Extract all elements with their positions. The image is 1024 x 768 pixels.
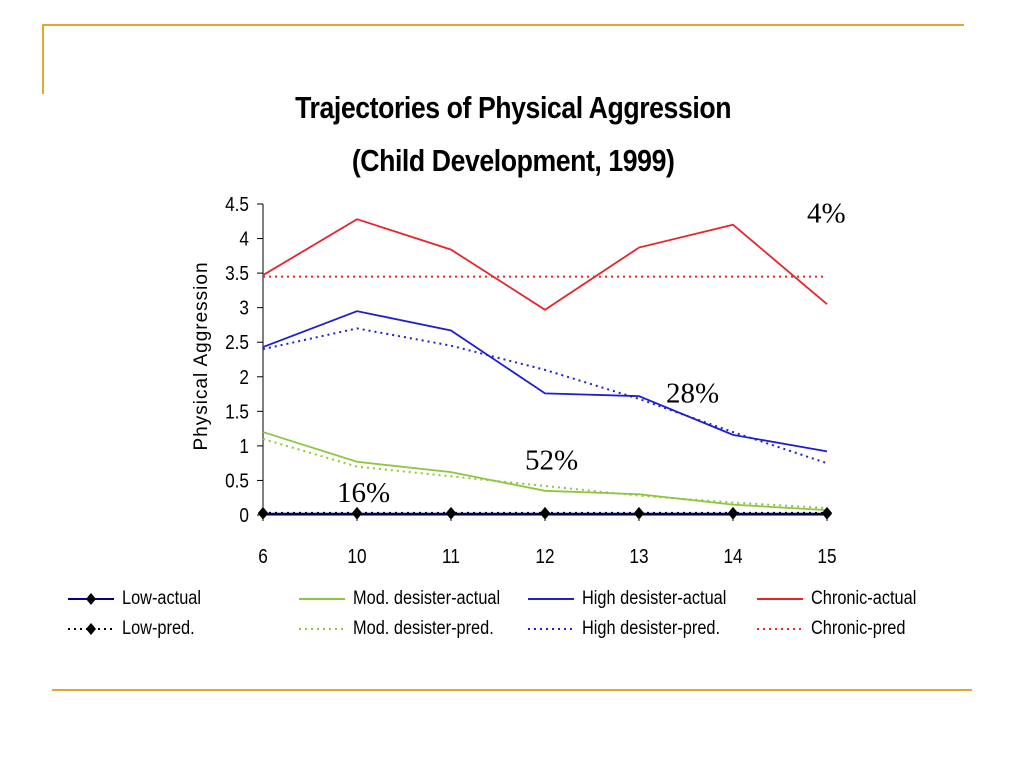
- legend-item-high-desister-pred: High desister-pred.: [526, 618, 743, 640]
- series-line-mod-desister-actual: [262, 431, 828, 512]
- annotation-label: 28%: [666, 378, 719, 410]
- data-point-low-actual: [822, 507, 832, 520]
- legend-label-low-pred: Low-pred.: [122, 618, 195, 639]
- x-tick-label: 11: [442, 545, 460, 568]
- series-line-high-desister-pred: [262, 327, 828, 465]
- y-tick-label: 2: [239, 366, 249, 389]
- legend-label-high-desister-pred: High desister-pred.: [582, 618, 721, 639]
- frame-top-rule: [42, 24, 964, 26]
- legend-label-low-actual: Low-actual: [122, 588, 202, 609]
- x-tick-label: 6: [258, 545, 268, 568]
- y-tick-label: 4.5: [225, 193, 249, 216]
- legend-label-chronic-actual: Chronic-actual: [811, 588, 917, 609]
- data-point-low-actual: [634, 507, 644, 520]
- x-tick-label: 15: [817, 545, 836, 568]
- legend-swatch-marker: [86, 623, 96, 635]
- legend-swatch-mod-desister-pred: [299, 628, 345, 630]
- chart-legend: Low-actual Low-pred. Mod. desister-actua…: [60, 588, 980, 648]
- legend-item-chronic-pred: Chronic-pred: [755, 618, 921, 640]
- chart-title: Trajectories of Physical Aggression: [295, 90, 732, 125]
- series-line-mod-desister-pred: [262, 438, 828, 510]
- y-tick-label: 0.5: [225, 469, 249, 492]
- data-point-low-actual: [352, 507, 362, 520]
- y-tick-label: 1.5: [225, 400, 249, 423]
- legend-swatch-chronic-actual: [757, 598, 803, 600]
- legend-item-mod-desister-actual: Mod. desister-actual: [297, 588, 524, 610]
- data-point-low-actual: [728, 507, 738, 520]
- legend-item-mod-desister-pred: Mod. desister-pred.: [297, 618, 517, 640]
- x-tick-label: 13: [629, 545, 648, 568]
- x-tick-label: 14: [723, 545, 742, 568]
- legend-swatch-low-actual: [68, 593, 114, 605]
- x-tick-label: 10: [347, 545, 366, 568]
- legend-item-high-desister-actual: High desister-actual: [526, 588, 750, 610]
- legend-swatch-low-pred: [68, 623, 114, 635]
- annotation-label: 4%: [807, 197, 846, 229]
- y-tick-label: 0: [239, 504, 249, 527]
- chart-subtitle: (Child Development, 1999): [351, 143, 675, 178]
- y-axis-label: Physical Aggression: [191, 261, 212, 450]
- legend-label-mod-desister-pred: Mod. desister-pred.: [353, 618, 494, 639]
- legend-swatch-high-desister-actual: [528, 598, 574, 600]
- legend-swatch-chronic-pred: [757, 628, 803, 630]
- y-tick-label: 2.5: [225, 331, 249, 354]
- legend-item-low-pred: Low-pred.: [66, 618, 207, 640]
- legend-swatch-high-desister-pred: [528, 628, 574, 630]
- annotation-label: 16%: [337, 477, 390, 509]
- data-point-low-actual: [446, 507, 456, 520]
- data-point-low-actual: [258, 507, 268, 520]
- y-tick-label: 3.5: [225, 262, 249, 285]
- legend-item-low-actual: Low-actual: [66, 588, 214, 610]
- series-line-chronic-actual: [262, 218, 828, 311]
- legend-label-mod-desister-actual: Mod. desister-actual: [353, 588, 501, 609]
- legend-swatch-marker: [86, 593, 96, 605]
- legend-item-chronic-actual: Chronic-actual: [755, 588, 934, 610]
- legend-label-high-desister-actual: High desister-actual: [582, 588, 727, 609]
- y-tick-label: 4: [239, 227, 249, 250]
- legend-swatch-mod-desister-actual: [299, 598, 345, 600]
- legend-label-chronic-pred: Chronic-pred: [811, 618, 906, 639]
- y-tick-label: 3: [239, 296, 249, 319]
- annotation-label: 52%: [525, 445, 578, 477]
- x-tick-label: 12: [535, 545, 554, 568]
- data-point-low-actual: [540, 507, 550, 520]
- series-line-high-desister-actual: [262, 310, 828, 453]
- frame-left-rule: [42, 24, 44, 94]
- y-tick-label: 1: [239, 435, 249, 458]
- frame-bottom-rule: [52, 689, 972, 691]
